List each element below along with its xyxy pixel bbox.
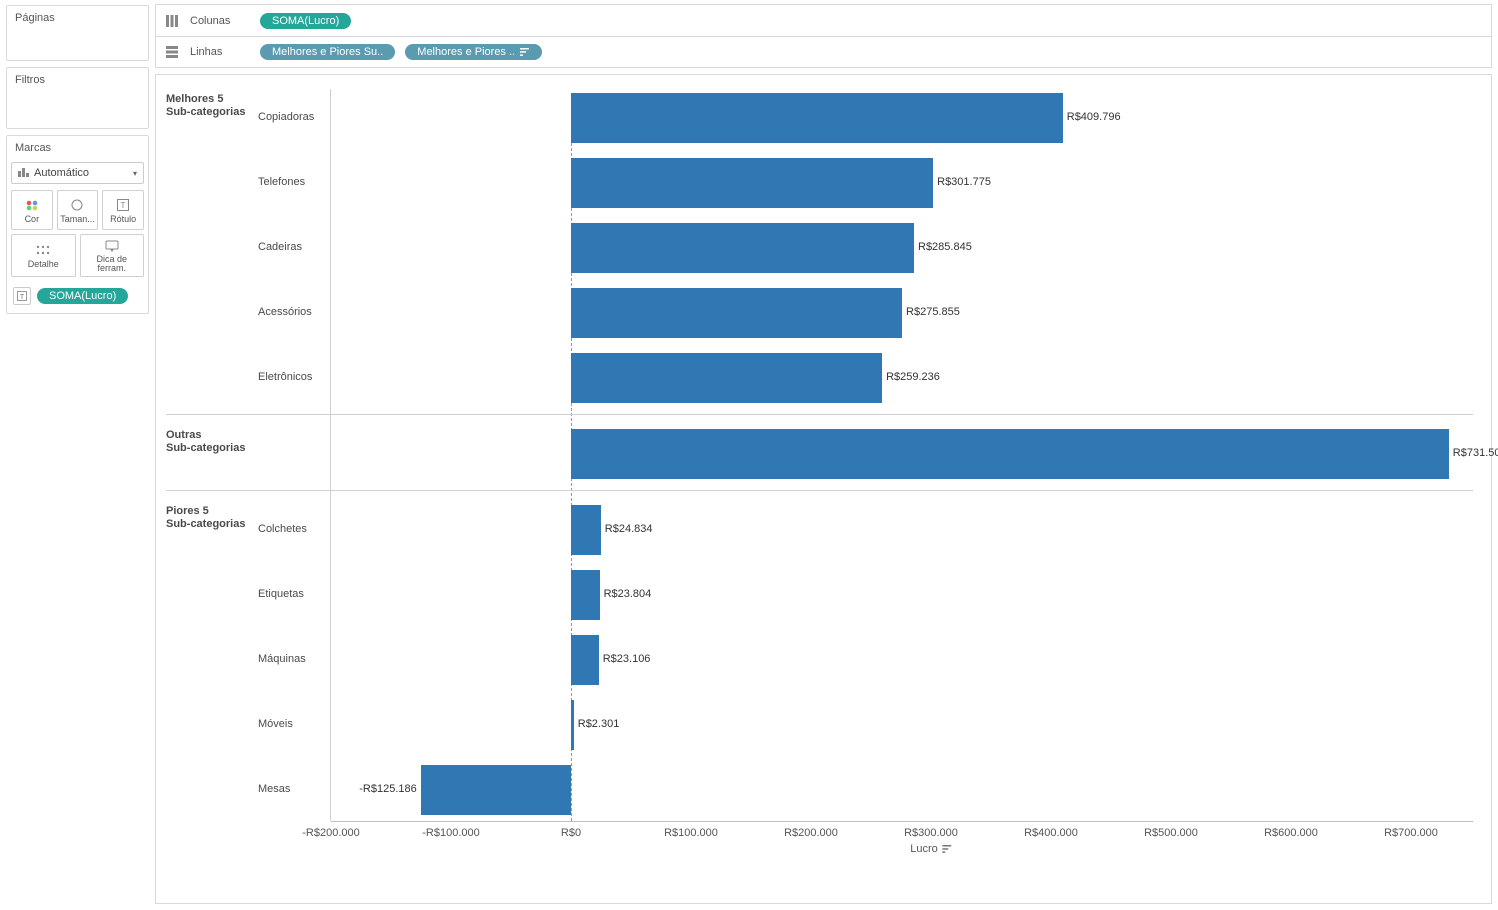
- marks-detail-label: Detalhe: [28, 259, 59, 269]
- color-icon: [25, 198, 39, 212]
- sub-label: Etiquetas: [258, 588, 330, 600]
- columns-icon: [164, 15, 180, 27]
- bar[interactable]: [571, 429, 1449, 479]
- value-label: R$24.834: [605, 523, 653, 535]
- sub-label: Acessórios: [258, 306, 330, 318]
- bar[interactable]: [571, 700, 574, 750]
- marks-color-label: Cor: [25, 214, 40, 224]
- value-label: R$409.796: [1067, 111, 1121, 123]
- x-tick-label: R$200.000: [784, 827, 838, 839]
- value-label: R$23.106: [603, 653, 651, 665]
- x-tick-label: -R$200.000: [302, 827, 360, 839]
- rows-shelf[interactable]: Linhas Melhores e Piores Su.. Melhores e…: [155, 36, 1492, 68]
- rows-pill-2[interactable]: Melhores e Piores ..: [405, 44, 542, 60]
- bar[interactable]: [421, 765, 571, 815]
- group-separator: [166, 414, 1473, 415]
- value-label: R$301.775: [937, 176, 991, 188]
- bar[interactable]: [571, 93, 1063, 143]
- value-label: R$259.236: [886, 371, 940, 383]
- value-label: -R$125.186: [359, 783, 417, 795]
- panel-title-filtros: Filtros: [7, 68, 148, 92]
- sub-label: Móveis: [258, 718, 330, 730]
- sub-label: Eletrônicos: [258, 371, 330, 383]
- value-label: R$275.855: [906, 306, 960, 318]
- size-icon: [70, 198, 84, 212]
- marks-detail-button[interactable]: Detalhe: [11, 234, 76, 277]
- bar[interactable]: [571, 288, 902, 338]
- pill-text: SOMA(Lucro): [49, 290, 116, 302]
- marks-label-pill[interactable]: SOMA(Lucro): [37, 288, 128, 304]
- bar[interactable]: [571, 353, 882, 403]
- panel-filtros: Filtros: [6, 67, 149, 129]
- bar[interactable]: [571, 570, 600, 620]
- x-tick-label: R$100.000: [664, 827, 718, 839]
- sub-label: Telefones: [258, 176, 330, 188]
- marks-label-text: Rótulo: [110, 214, 136, 224]
- tooltip-icon: [105, 239, 119, 253]
- sub-label: Colchetes: [258, 523, 330, 535]
- svg-text:T: T: [121, 201, 126, 210]
- value-label: R$2.301: [578, 718, 620, 730]
- bar[interactable]: [571, 223, 914, 273]
- rows-pill-1[interactable]: Melhores e Piores Su..: [260, 44, 395, 60]
- marks-label-button[interactable]: T Rótulo: [102, 190, 144, 230]
- marks-type-label: Automático: [34, 167, 89, 179]
- bar[interactable]: [571, 505, 601, 555]
- x-tick-label: R$600.000: [1264, 827, 1318, 839]
- svg-text:T: T: [20, 294, 25, 301]
- chart-viewport: Melhores 5Sub-categoriasCopiadoras R$409.…: [155, 74, 1492, 904]
- bar[interactable]: [571, 635, 599, 685]
- marks-color-button[interactable]: Cor: [11, 190, 53, 230]
- x-axis-line: [331, 821, 1473, 822]
- bar-icon: [18, 166, 29, 180]
- columns-shelf[interactable]: Colunas SOMA(Lucro): [155, 4, 1492, 36]
- columns-label: Colunas: [190, 15, 250, 27]
- x-axis-title[interactable]: Lucro: [910, 843, 952, 855]
- sub-label: Mesas: [258, 783, 330, 795]
- panel-paginas: Páginas: [6, 5, 149, 61]
- rows-label: Linhas: [190, 46, 250, 58]
- marks-tooltip-label: Dica de ferram.: [83, 255, 142, 273]
- marks-type-dropdown[interactable]: Automático ▾: [11, 162, 144, 184]
- sub-label: Máquinas: [258, 653, 330, 665]
- columns-pill[interactable]: SOMA(Lucro): [260, 13, 351, 29]
- value-label: R$23.804: [604, 588, 652, 600]
- sort-icon: [942, 844, 952, 854]
- x-tick-label: R$500.000: [1144, 827, 1198, 839]
- group-label: Piores 5Sub-categorias: [166, 505, 256, 531]
- pill-text: Melhores e Piores ..: [417, 46, 515, 58]
- value-label: R$285.845: [918, 241, 972, 253]
- x-tick-label: R$300.000: [904, 827, 958, 839]
- rows-icon: [164, 46, 180, 58]
- sort-icon: [520, 47, 530, 57]
- group-label: Melhores 5Sub-categorias: [166, 93, 256, 119]
- panel-marcas: Marcas Automático ▾ Cor Taman...: [6, 135, 149, 314]
- x-tick-label: R$400.000: [1024, 827, 1078, 839]
- pill-text: SOMA(Lucro): [272, 15, 339, 27]
- pill-text: Melhores e Piores Su..: [272, 46, 383, 58]
- sub-label: Copiadoras: [258, 111, 330, 123]
- panel-title-paginas: Páginas: [7, 6, 148, 30]
- group-label: OutrasSub-categorias: [166, 429, 256, 455]
- detail-icon: [36, 243, 50, 257]
- marks-size-button[interactable]: Taman...: [57, 190, 99, 230]
- x-tick-label: R$700.000: [1384, 827, 1438, 839]
- group-separator: [166, 490, 1473, 491]
- marks-tooltip-button[interactable]: Dica de ferram.: [80, 234, 145, 277]
- marks-size-label: Taman...: [60, 214, 95, 224]
- label-encoding-icon[interactable]: T: [13, 287, 31, 305]
- sub-label: Cadeiras: [258, 241, 330, 253]
- main-area: Colunas SOMA(Lucro) Linhas Melhores e Pi…: [155, 0, 1498, 910]
- panel-title-marcas: Marcas: [7, 136, 148, 160]
- x-tick-label: -R$100.000: [422, 827, 480, 839]
- bar[interactable]: [571, 158, 933, 208]
- chart-canvas: Melhores 5Sub-categoriasCopiadoras R$409.…: [166, 89, 1473, 879]
- header-plot-divider: [330, 89, 331, 821]
- chevron-down-icon: ▾: [133, 169, 137, 178]
- label-icon: T: [117, 198, 129, 212]
- left-sidebar: Páginas Filtros Marcas Automático ▾ Cor: [0, 0, 155, 910]
- x-tick-label: R$0: [561, 827, 581, 839]
- value-label: R$731.509: [1453, 447, 1498, 459]
